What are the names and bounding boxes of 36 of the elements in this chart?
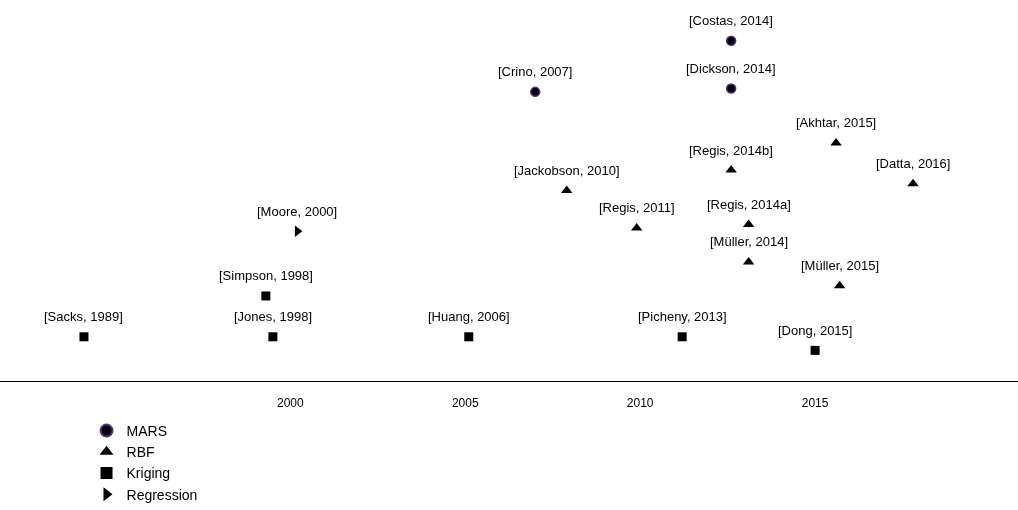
annotation: [Picheny, 2013]	[638, 309, 727, 324]
point	[810, 345, 820, 355]
annotation: [Müller, 2014]	[710, 234, 789, 249]
annotation: [Huang, 2006]	[428, 309, 510, 324]
point	[261, 291, 271, 301]
annotation: [Jones, 1998]	[234, 309, 313, 324]
annotation: [Datta, 2016]	[876, 156, 951, 171]
point	[268, 332, 278, 342]
legend-label: RBF	[126, 444, 155, 461]
point	[725, 83, 737, 94]
legend-label: MARS	[126, 423, 167, 440]
annotation: [Regis, 2014b]	[689, 143, 773, 158]
annotation: [Regis, 2014a]	[707, 197, 791, 212]
annotation: [Costas, 2014]	[689, 13, 773, 28]
annotation: [Akhtar, 2015]	[796, 115, 877, 130]
annotation: [Müller, 2015]	[801, 258, 880, 273]
x-tick-label: 2010	[626, 395, 654, 410]
legend-label: Regression	[126, 486, 198, 503]
x-tick-label: 2000	[277, 395, 305, 410]
annotation: [Jackobson, 2010]	[514, 163, 620, 178]
point	[79, 332, 89, 342]
point	[725, 35, 737, 47]
x-tick-label: 2015	[801, 395, 829, 410]
annotation: [Dickson, 2014]	[686, 61, 776, 76]
legend-label: Kriging	[126, 465, 171, 482]
x-tick-label: 2005	[451, 395, 479, 410]
annotation: [Regis, 2011]	[599, 200, 675, 215]
annotation: [Simpson, 1998]	[219, 268, 313, 283]
point	[677, 332, 687, 342]
point	[464, 332, 474, 342]
annotation: [Dong, 2015]	[778, 323, 853, 338]
annotation: [Crino, 2007]	[498, 64, 573, 79]
annotation: [Sacks, 1989]	[44, 309, 123, 324]
point	[529, 86, 541, 98]
point	[907, 178, 919, 187]
annotation: [Moore, 2000]	[257, 204, 338, 219]
